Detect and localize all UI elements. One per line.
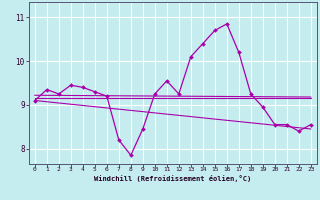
X-axis label: Windchill (Refroidissement éolien,°C): Windchill (Refroidissement éolien,°C) [94,175,252,182]
